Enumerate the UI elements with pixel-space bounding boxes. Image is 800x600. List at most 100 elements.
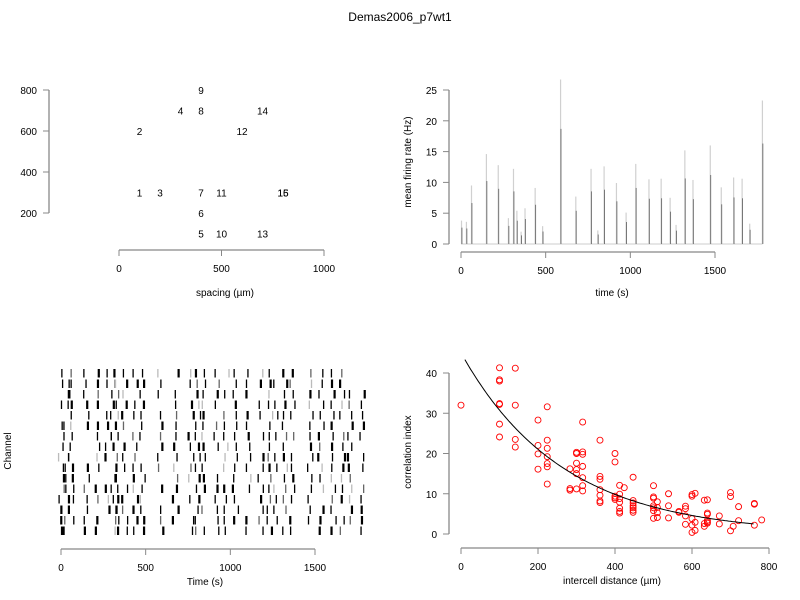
y-tick-label: 10 (426, 490, 438, 501)
data-point (620, 484, 628, 492)
data-point (511, 364, 519, 372)
electrode-label: 10 (216, 230, 228, 241)
data-point (496, 364, 503, 372)
x-tick-label: 0 (58, 563, 64, 574)
x-tick-label: 1000 (619, 266, 642, 277)
x-tick-label: 1500 (304, 563, 327, 574)
data-point (534, 442, 542, 449)
y-tick-label: 5 (431, 209, 437, 220)
data-point (573, 466, 580, 474)
data-point (543, 453, 551, 461)
x-axis-label: spacing (µm) (196, 288, 254, 299)
data-point (543, 436, 551, 444)
data-point (596, 475, 604, 483)
electrode-label: 13 (257, 230, 269, 241)
electrode-label: 8 (198, 107, 204, 118)
data-point (691, 526, 699, 534)
data-point (616, 481, 624, 489)
panel-spike-raster: Time (s) Channel 0 500 1000 1500 (3, 369, 366, 588)
data-point (496, 420, 503, 428)
x-tick-label: 0 (116, 264, 122, 275)
x-tick-label: 1500 (704, 266, 727, 277)
x-axis-label: time (s) (595, 288, 628, 299)
x-tick-label: 1000 (219, 563, 242, 574)
y-tick-label: 800 (20, 86, 37, 97)
data-point (665, 502, 672, 510)
x-tick-label: 0 (458, 562, 464, 573)
data-point (616, 495, 624, 503)
data-point (616, 504, 624, 512)
electrode-label: 14 (257, 107, 269, 118)
y-tick-label: 10 (426, 178, 438, 189)
data-point (543, 463, 551, 471)
data-point (653, 514, 661, 521)
electrode-label: 15 (277, 189, 289, 200)
data-point (665, 490, 672, 498)
y-axis-label: correlation index (403, 415, 414, 488)
data-point (629, 508, 637, 516)
data-point (534, 450, 542, 458)
y-tick-label: 200 (20, 209, 37, 220)
data-point (543, 403, 551, 411)
x-tick-label: 400 (607, 562, 624, 573)
data-point (727, 527, 734, 535)
panel-correlation-vs-distance: intercell distance (µm) correlation inde… (403, 359, 778, 587)
y-tick-label: 40 (426, 369, 438, 380)
x-tick-label: 500 (537, 266, 554, 277)
y-tick-label: 400 (20, 168, 37, 179)
data-point (629, 506, 637, 514)
data-point (496, 400, 503, 408)
electrode-label: 7 (198, 189, 204, 200)
data-point (511, 443, 519, 451)
y-tick-label: 15 (426, 148, 438, 159)
data-point (573, 459, 580, 467)
data-point (543, 480, 551, 488)
electrode-label: 5 (198, 230, 204, 241)
panel-electrode-layout: spacing (µm) 0 500 10002004006008001234567… (20, 86, 335, 299)
data-point (691, 518, 699, 526)
data-point (750, 521, 758, 529)
data-point (457, 401, 465, 409)
data-point (616, 509, 624, 517)
data-point (750, 500, 758, 508)
electrode-label: 12 (236, 127, 248, 138)
data-point (616, 498, 624, 506)
x-tick-label: 500 (137, 563, 154, 574)
x-tick-label: 0 (458, 266, 464, 277)
data-point (650, 514, 657, 522)
y-axis-label: Channel (3, 432, 14, 469)
data-point (511, 401, 519, 409)
data-point (496, 377, 503, 385)
data-point (629, 473, 637, 481)
data-point (611, 458, 619, 466)
x-tick-label: 600 (684, 562, 701, 573)
data-point (573, 485, 580, 493)
electrode-label: 1 (137, 189, 143, 200)
data-point (691, 489, 699, 497)
data-point (629, 504, 637, 512)
x-tick-label: 500 (213, 264, 230, 275)
x-axis-label: intercell distance (µm) (563, 576, 661, 587)
data-point (665, 514, 672, 522)
data-point (682, 512, 689, 520)
data-point (596, 436, 604, 444)
x-axis-label: Time (s) (187, 577, 223, 588)
data-point (579, 482, 587, 490)
y-tick-label: 25 (426, 86, 438, 97)
data-point (596, 499, 604, 507)
electrode-label: 6 (198, 209, 204, 220)
data-point (715, 520, 723, 528)
x-tick-label: 800 (761, 562, 778, 573)
data-point (543, 444, 551, 452)
electrode-label: 2 (137, 127, 143, 138)
main-title: Demas2006_p7wt1 (348, 10, 452, 24)
data-point (579, 448, 587, 456)
electrode-label: 3 (157, 189, 163, 200)
data-point (511, 435, 519, 443)
data-point (653, 498, 661, 506)
y-tick-label: 0 (431, 240, 437, 251)
y-axis-label: mean firing rate (Hz) (403, 116, 414, 207)
panel-mean-firing-rate: time (s) mean firing rate (Hz) 0 500 1000 1… (403, 79, 764, 299)
electrode-label: 16 (277, 189, 289, 200)
